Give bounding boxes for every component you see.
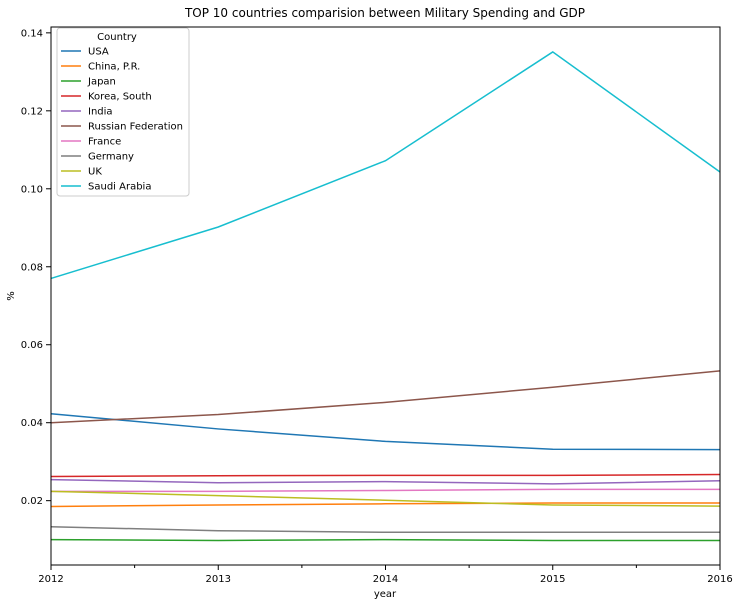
y-tick-label: 0.12 (21, 106, 43, 117)
x-tick-label: 2014 (373, 574, 398, 585)
chart-title: TOP 10 countries comparision between Mil… (184, 6, 585, 20)
series-line-2 (50, 538, 720, 542)
y-tick-label: 0.08 (21, 262, 43, 273)
y-tick-label: 0.04 (21, 418, 43, 429)
y-tick-label: 0.10 (21, 184, 43, 195)
legend-entry-2: Japan (87, 77, 116, 88)
legend-entry-5: Russian Federation (88, 122, 183, 133)
x-axis-label: year (374, 589, 397, 600)
legend-entry-8: UK (88, 167, 102, 178)
legend-box (56, 27, 190, 197)
y-tick-label: 0.06 (21, 340, 43, 351)
legend-entry-0: USA (88, 47, 109, 58)
x-tick-label: 2015 (540, 574, 565, 585)
x-tick-label: 2012 (38, 574, 63, 585)
series-line-8 (50, 490, 721, 507)
x-tick-label: 2016 (707, 574, 732, 585)
y-axis-label: % (6, 291, 17, 301)
legend-title: Country (97, 32, 137, 43)
series-line-6 (51, 488, 720, 493)
legend-entry-3: Korea, South (88, 92, 152, 103)
series-line-1 (50, 502, 720, 508)
legend-entry-1: China, P.R. (88, 62, 140, 73)
y-axis: 0.02 0.04 0.06 0.08 0.10 0.12 0.14 (21, 28, 51, 507)
y-tick-label: 0.02 (21, 496, 43, 507)
x-tick-label: 2013 (206, 574, 231, 585)
legend-entry-9: Saudi Arabia (88, 182, 151, 193)
legend-entry-4: India (88, 107, 113, 118)
series-line-4 (50, 478, 721, 485)
legend-entry-6: France (88, 137, 121, 148)
y-tick-label: 0.14 (21, 28, 43, 39)
series-line-7 (50, 526, 720, 533)
legend: Country USA China, P.R. Japan Korea, South In… (56, 27, 190, 197)
x-axis: 2012 2013 2014 2015 2016 (38, 565, 733, 585)
series-line-5 (50, 370, 721, 424)
series-line-9 (50, 51, 721, 280)
series-line-0 (50, 412, 721, 451)
legend-entry-7: Germany (88, 152, 134, 163)
series-layer (50, 51, 721, 542)
series-line-3 (50, 473, 721, 478)
